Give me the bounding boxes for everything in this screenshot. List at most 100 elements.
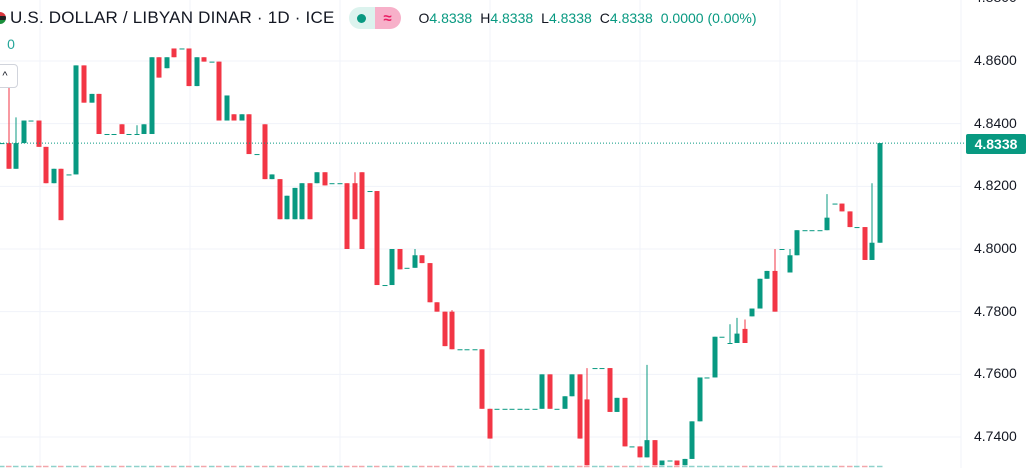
close-label: C — [599, 10, 610, 26]
symbol-title[interactable]: U.S. DOLLAR / LIBYAN DINAR · 1D · ICE — [10, 8, 335, 27]
candle — [322, 172, 328, 186]
candle — [359, 172, 365, 249]
candle — [404, 267, 410, 269]
candle — [66, 174, 72, 176]
candle — [824, 217, 830, 231]
candle — [607, 368, 613, 412]
candle — [764, 270, 770, 279]
candle — [877, 143, 883, 243]
high-label: H — [480, 10, 491, 26]
candle — [389, 249, 395, 286]
candle — [89, 93, 95, 103]
candlestick-series — [0, 48, 883, 466]
candle — [734, 333, 740, 343]
candle — [667, 460, 673, 462]
candle — [599, 368, 605, 370]
candle — [246, 114, 252, 155]
candle — [141, 124, 147, 135]
candle — [509, 408, 515, 410]
candle — [119, 124, 125, 135]
candle — [472, 349, 478, 351]
candle — [757, 278, 763, 309]
candle — [164, 57, 170, 69]
candle — [186, 48, 192, 87]
candle — [517, 408, 523, 410]
candle — [847, 211, 853, 228]
candle — [779, 249, 785, 250]
candle — [712, 336, 718, 378]
candle — [464, 349, 470, 351]
candle — [269, 174, 275, 180]
price-axis-label: 4.8400 — [974, 114, 1017, 131]
candle — [314, 172, 320, 184]
candle — [374, 191, 380, 286]
candle — [171, 48, 177, 58]
candle — [427, 263, 433, 303]
price-axis-label: 4.8800 — [974, 0, 1017, 5]
candle — [209, 61, 215, 63]
candle — [224, 95, 230, 121]
candle — [554, 408, 560, 410]
ohlc-values: O4.8338 H4.8338 L4.8338 C4.8338 0.0000 (… — [419, 10, 757, 26]
price-axis-label: 4.7600 — [974, 365, 1017, 382]
candle — [862, 227, 868, 260]
candle — [81, 65, 87, 103]
low-label: L — [541, 10, 549, 26]
candle — [487, 408, 493, 439]
candle — [262, 124, 268, 180]
volume-value: 0 — [7, 36, 15, 52]
market-status[interactable] — [348, 7, 375, 29]
change-value: 0.0000 (0.00%) — [660, 10, 757, 26]
candle — [794, 230, 800, 256]
candle — [577, 374, 583, 439]
candle — [307, 183, 313, 220]
candle — [344, 183, 350, 249]
candle — [457, 349, 463, 351]
candle — [442, 311, 448, 347]
candle — [43, 146, 49, 184]
candle — [832, 203, 838, 205]
status-pill[interactable]: ≈ — [348, 7, 401, 29]
candle — [419, 255, 425, 264]
candle — [434, 302, 440, 312]
candle — [367, 191, 373, 193]
symbol-flag-icon — [0, 12, 6, 24]
candle — [614, 397, 620, 412]
candle — [156, 57, 162, 78]
candle — [772, 270, 778, 312]
candle — [51, 168, 57, 184]
price-axis-label: 4.7400 — [974, 428, 1017, 444]
candle — [36, 120, 42, 147]
candle — [569, 374, 575, 397]
candle — [682, 458, 688, 466]
candle — [299, 183, 305, 220]
candle — [637, 446, 643, 458]
open-label: O — [418, 10, 430, 26]
candle — [644, 440, 650, 458]
candle — [809, 230, 815, 232]
candle — [284, 195, 290, 220]
candle — [749, 308, 755, 317]
collapse-legend-button[interactable]: ^ — [0, 64, 18, 88]
candle — [674, 460, 680, 466]
high-value: 4.8338 — [490, 10, 534, 26]
candle — [329, 183, 335, 185]
candle — [689, 421, 695, 459]
candle — [449, 311, 455, 350]
candle — [6, 143, 12, 169]
volume-legend: l 0 — [0, 36, 15, 52]
close-value: 4.8338 — [609, 10, 653, 26]
candle — [73, 65, 79, 175]
candle — [817, 230, 823, 232]
candle — [719, 336, 725, 338]
candle — [239, 114, 245, 121]
candle — [277, 179, 283, 220]
price-axis-label: 4.8200 — [974, 177, 1017, 194]
approx-wave-icon[interactable]: ≈ — [374, 7, 401, 29]
candle — [13, 143, 19, 169]
candle — [134, 134, 140, 136]
candle — [704, 377, 710, 379]
candle — [337, 183, 343, 185]
candle — [0, 143, 5, 145]
